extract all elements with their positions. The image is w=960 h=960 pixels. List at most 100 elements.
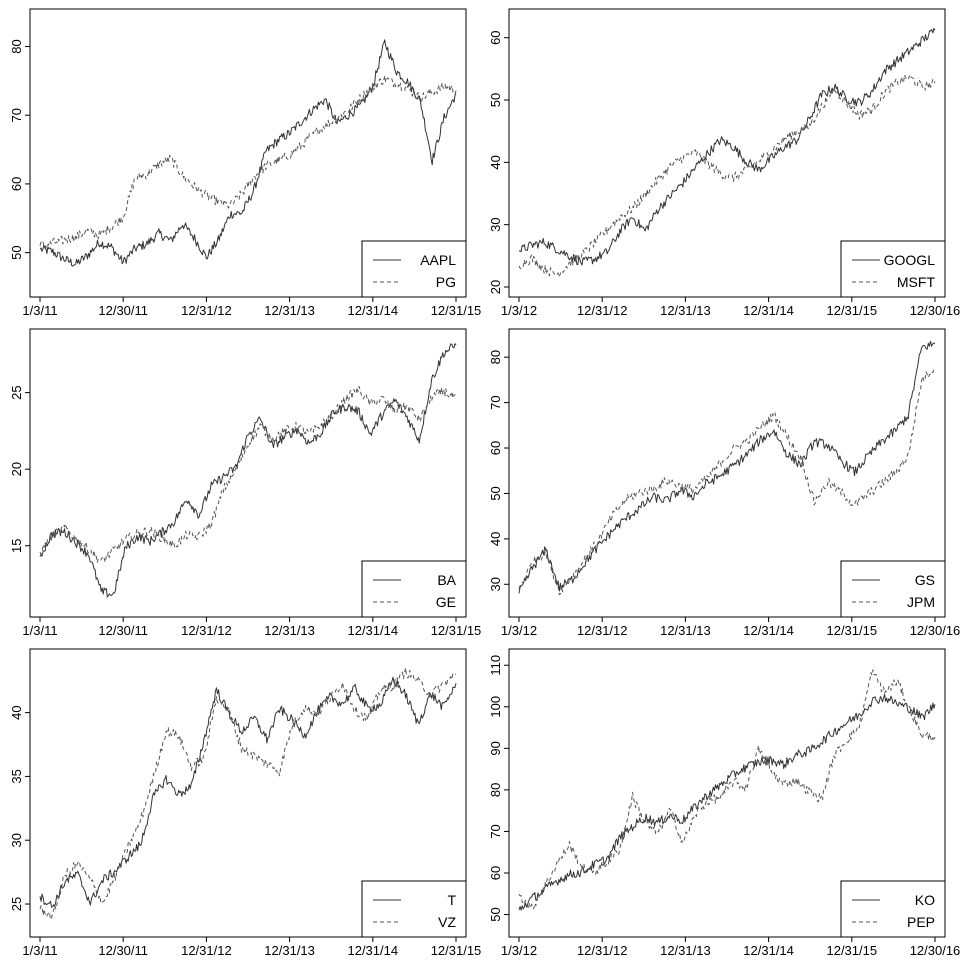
chart-panel-5: 1/3/11 12/30/11 12/31/12 12/31/13 12/31/14 12… xyxy=(9,648,482,958)
series-line-t xyxy=(39,676,457,908)
chart-panel-6: 1/3/12 12/31/12 12/31/13 12/31/14 12/31/15 12… xyxy=(488,648,960,958)
x-tick-label: 12/31/13 xyxy=(660,303,711,318)
x-tick-label: 12/31/13 xyxy=(660,623,711,638)
series-line-vz xyxy=(39,667,457,920)
legend: KO PEP xyxy=(840,880,946,938)
x-tick-label: 12/30/11 xyxy=(98,623,148,638)
x-tick-label: 12/31/14 xyxy=(347,943,398,958)
y-tick-label: 110 xyxy=(488,655,503,676)
series-line-jpm xyxy=(518,366,936,596)
legend-label: GE xyxy=(436,594,456,610)
x-tick-label: 1/3/12 xyxy=(501,623,537,638)
plot-frame xyxy=(29,648,467,938)
legend-label: GOOGL xyxy=(884,252,936,268)
series-line-ge xyxy=(39,385,457,564)
x-tick-label: 1/3/11 xyxy=(22,303,57,318)
series-line-gs xyxy=(518,340,936,594)
plot-frame xyxy=(508,8,946,298)
legend-label: AAPL xyxy=(420,252,456,268)
legend-box xyxy=(840,880,946,938)
legend: GOOGL MSFT xyxy=(840,240,946,298)
plot-frame xyxy=(508,328,946,618)
series-line-ko xyxy=(518,693,936,911)
legend-box xyxy=(840,240,946,298)
x-tick-label: 12/31/15 xyxy=(826,623,877,638)
legend-label: KO xyxy=(915,892,935,908)
y-tick-label: 15 xyxy=(9,539,24,553)
chart-panel-4: 1/3/12 12/31/12 12/31/13 12/31/14 12/31/15 12… xyxy=(488,328,960,638)
y-tick-label: 40 xyxy=(488,532,503,546)
x-tick-label: 12/31/12 xyxy=(181,303,232,318)
x-tick-label: 12/31/13 xyxy=(264,303,315,318)
chart-panel-1: 1/3/11 12/30/11 12/31/12 12/31/13 12/31/14 12… xyxy=(9,8,482,318)
y-tick-label: 80 xyxy=(488,783,503,797)
y-tick-label: 60 xyxy=(488,441,503,455)
legend-label: MSFT xyxy=(897,274,936,290)
series-line-googl xyxy=(518,27,936,266)
x-tick-label: 12/31/14 xyxy=(347,303,398,318)
y-tick-label: 50 xyxy=(9,245,24,259)
y-tick-label: 35 xyxy=(9,769,24,783)
y-tick-label: 30 xyxy=(488,577,503,591)
y-tick-label: 80 xyxy=(488,350,503,364)
y-tick-label: 40 xyxy=(9,705,24,719)
legend: GS JPM xyxy=(840,560,946,618)
x-tick-label: 12/31/15 xyxy=(826,943,877,958)
y-tick-label: 100 xyxy=(488,696,503,718)
x-tick-label: 1/3/12 xyxy=(501,303,537,318)
y-tick-label: 20 xyxy=(9,462,24,476)
y-tick-label: 70 xyxy=(488,824,503,838)
legend-box xyxy=(361,880,467,938)
y-tick-label: 70 xyxy=(9,108,24,122)
y-tick-label: 50 xyxy=(488,486,503,500)
x-tick-label: 12/31/13 xyxy=(264,623,315,638)
x-tick-label: 12/31/12 xyxy=(577,623,628,638)
x-tick-label: 1/3/11 xyxy=(22,623,57,638)
y-tick-label: 40 xyxy=(488,155,503,169)
x-tick-label: 12/31/15 xyxy=(431,943,482,958)
x-tick-label: 12/31/15 xyxy=(431,623,482,638)
legend: T VZ xyxy=(361,880,467,938)
chart-panel-2: 1/3/12 12/31/12 12/31/13 12/31/14 12/31/15 12… xyxy=(488,8,960,318)
x-tick-label: 12/31/13 xyxy=(660,943,711,958)
plot-frame xyxy=(29,328,467,618)
legend: AAPL PG xyxy=(361,240,467,298)
x-tick-label: 12/31/12 xyxy=(181,943,232,958)
y-tick-label: 60 xyxy=(488,30,503,44)
chart-panel-3: 1/3/11 12/30/11 12/31/12 12/31/13 12/31/14 12… xyxy=(9,328,482,638)
y-tick-label: 90 xyxy=(488,741,503,755)
x-tick-label: 1/3/12 xyxy=(501,943,537,958)
x-tick-label: 12/31/14 xyxy=(347,623,398,638)
y-tick-label: 50 xyxy=(488,93,503,107)
x-tick-label: 12/31/12 xyxy=(181,623,232,638)
legend-label: JPM xyxy=(907,594,935,610)
x-tick-label: 12/31/14 xyxy=(743,623,794,638)
x-tick-label: 12/31/15 xyxy=(826,303,877,318)
y-tick-label: 60 xyxy=(488,866,503,880)
y-tick-label: 80 xyxy=(9,39,24,53)
y-tick-label: 50 xyxy=(488,907,503,921)
legend-label: VZ xyxy=(438,914,456,930)
series-line-pg xyxy=(39,75,457,249)
x-tick-label: 12/31/13 xyxy=(264,943,315,958)
x-tick-label: 12/31/15 xyxy=(431,303,482,318)
x-tick-label: 12/31/14 xyxy=(743,943,794,958)
legend-label: T xyxy=(447,892,456,908)
series-line-aapl xyxy=(39,39,457,267)
legend: BA GE xyxy=(361,560,467,618)
y-tick-label: 20 xyxy=(488,280,503,294)
x-tick-label: 12/30/11 xyxy=(98,303,148,318)
y-tick-label: 30 xyxy=(488,217,503,231)
x-tick-label: 1/3/11 xyxy=(22,943,57,958)
legend-label: GS xyxy=(915,572,935,588)
plot-frame xyxy=(508,648,946,938)
legend-label: BA xyxy=(437,572,456,588)
plot-frame xyxy=(29,8,467,298)
legend-box xyxy=(361,240,467,298)
y-tick-label: 25 xyxy=(9,897,24,911)
legend-label: PG xyxy=(436,274,456,290)
x-tick-label: 12/30/11 xyxy=(98,943,148,958)
series-line-msft xyxy=(518,74,936,278)
x-tick-label: 12/31/12 xyxy=(577,303,628,318)
